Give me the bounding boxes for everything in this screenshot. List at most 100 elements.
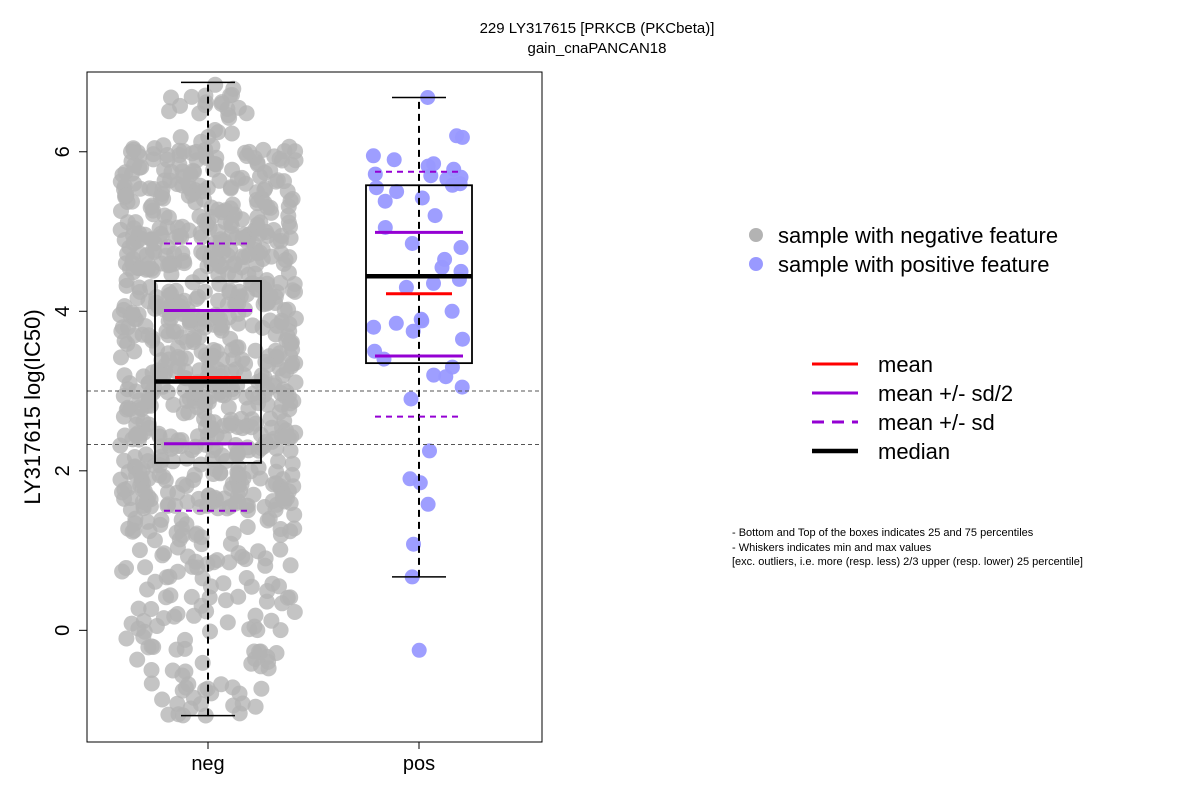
neg-point (118, 630, 135, 647)
neg-point (226, 257, 243, 273)
neg-point (286, 506, 303, 523)
neg-point (180, 548, 196, 565)
neg-point (175, 143, 192, 160)
neg-point (243, 578, 260, 595)
neg-point (126, 175, 143, 192)
neg-point (281, 249, 298, 266)
neg-point (139, 581, 156, 598)
y-tick-label: 4 (52, 306, 74, 317)
neg-point (131, 542, 148, 559)
pos-point (389, 184, 405, 200)
neg-point (130, 600, 147, 617)
neg-point (225, 351, 242, 368)
neg-point (116, 427, 133, 444)
neg-point (179, 494, 196, 510)
neg-point (263, 612, 280, 629)
neg-point (162, 310, 179, 327)
pos-point (426, 275, 441, 291)
neg-point (158, 247, 175, 264)
chart-subtitle: gain_cnaPANCAN18 (528, 40, 667, 57)
neg-point (180, 222, 197, 239)
neg-point (255, 141, 272, 158)
neg-point (181, 390, 198, 407)
neg-point (219, 614, 236, 631)
neg-point (114, 484, 130, 501)
neg-point (177, 663, 194, 680)
neg-point (271, 150, 288, 167)
neg-point (251, 276, 268, 293)
neg-point (233, 410, 250, 427)
neg-point (161, 103, 178, 120)
neg-point (215, 575, 232, 592)
neg-point (163, 89, 179, 106)
neg-point (259, 583, 276, 599)
neg-point (135, 413, 152, 430)
box-neg (154, 81, 262, 717)
neg-point (282, 442, 299, 459)
neg-point (253, 680, 270, 697)
neg-point (205, 342, 222, 358)
neg-point (276, 173, 292, 190)
neg-point (287, 374, 304, 391)
neg-point (202, 578, 219, 595)
neg-point (114, 563, 131, 580)
y-tick-label: 2 (52, 465, 74, 476)
neg-point (225, 525, 242, 542)
neg-point (116, 367, 133, 384)
neg-point (184, 186, 201, 203)
neg-point (229, 444, 246, 461)
plot-frame (86, 71, 543, 743)
neg-point (230, 315, 247, 332)
pos-point (434, 259, 450, 275)
neg-point (194, 654, 211, 671)
pos-point (422, 443, 437, 459)
neg-point (177, 631, 193, 648)
neg-point (145, 206, 162, 223)
neg-point (159, 147, 176, 163)
neg-point (252, 643, 269, 660)
pos-point (377, 193, 393, 209)
neg-point (146, 532, 163, 549)
neg-point (126, 343, 143, 360)
neg-point (123, 615, 140, 632)
neg-point (153, 352, 170, 369)
neg-point (186, 466, 203, 483)
neg-point (193, 597, 210, 614)
pos-point (420, 496, 436, 512)
neg-point (143, 675, 160, 692)
neg-point (113, 349, 129, 366)
neg-point (163, 266, 180, 283)
y-axis-label: LY317615 log(IC50) (20, 309, 45, 504)
neg-point (153, 448, 170, 465)
neg-point (272, 541, 289, 558)
x-tick-label: neg (191, 753, 224, 775)
neg-point (199, 556, 216, 572)
neg-point (145, 146, 162, 163)
neg-point (118, 187, 135, 204)
pos-point (412, 475, 428, 491)
neg-point (259, 199, 276, 216)
neg-point (136, 623, 153, 640)
neg-point (286, 520, 303, 537)
neg-point (199, 179, 216, 196)
pos-point (444, 303, 460, 319)
neg-point (168, 229, 185, 246)
neg-point (260, 660, 277, 677)
legend-label-sd: mean +/- sd (878, 410, 995, 435)
neg-point (245, 486, 262, 503)
footnote-line-1: - Bottom and Top of the boxes indicates … (732, 527, 1034, 539)
neg-point (234, 548, 251, 565)
neg-point (173, 520, 190, 537)
neg-point (154, 691, 171, 708)
neg-point (238, 105, 255, 122)
pos-point (426, 367, 442, 383)
neg-point (274, 471, 291, 488)
legend-point-neg (749, 228, 763, 242)
legend-label-neg: sample with negative feature (778, 223, 1058, 248)
pos-point (398, 279, 414, 295)
neg-point (183, 88, 200, 105)
pos-point (368, 180, 384, 196)
neg-point (162, 587, 179, 604)
pos-point (453, 240, 469, 255)
neg-point (141, 180, 158, 197)
